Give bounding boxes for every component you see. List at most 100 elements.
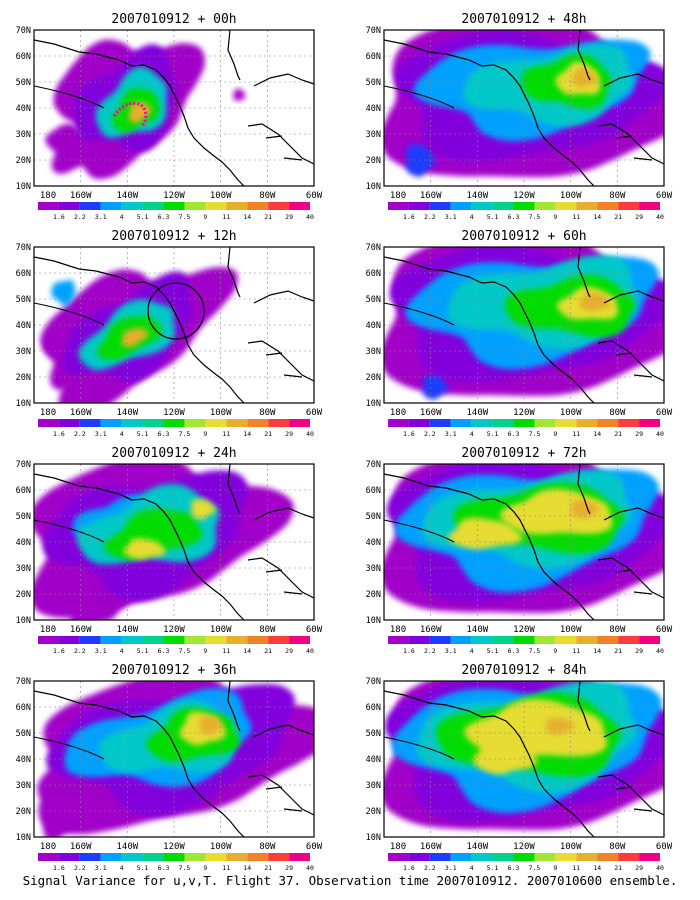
colorbar-label: 29: [285, 864, 293, 870]
y-tick-label: 40N: [16, 104, 31, 114]
colorbar-label: 21: [614, 430, 622, 438]
colorbar-label: 1.6: [53, 647, 65, 655]
colorbar-swatch: [247, 636, 269, 644]
coastline: [383, 736, 455, 760]
colorbar-swatch: [163, 419, 185, 427]
colorbar-label: 4: [470, 430, 474, 438]
contour-fill: [232, 88, 246, 102]
map-frame: [383, 29, 665, 187]
y-tick-label: 50N: [16, 295, 31, 305]
contour-fill: [571, 500, 601, 519]
colorbar-label: 1.6: [403, 430, 415, 438]
colorbar-swatch: [639, 419, 660, 427]
y-tick-label: 10N: [366, 616, 381, 626]
y-tick-label: 30N: [16, 347, 31, 357]
x-tick-label: 60W: [306, 408, 323, 418]
colorbar: 1.6 2.2 3.1 4 5.1 6.3 7.5 9 11 14 21 29 40: [38, 853, 314, 870]
x-tick-label: 160W: [420, 625, 442, 635]
map-frame: [33, 463, 315, 621]
colorbar: 1.6 2.2 3.1 4 5.1 6.3 7.5 9 11 14 21 29 40: [38, 636, 314, 655]
x-tick-label: 120W: [513, 842, 535, 852]
colorbar-swatch: [247, 202, 269, 210]
colorbar-label: 29: [635, 864, 643, 870]
colorbar-swatch: [268, 202, 290, 210]
y-tick-label: 60N: [16, 703, 31, 713]
colorbar-label: 2.2: [74, 213, 86, 221]
variance-field: [384, 30, 664, 178]
coastline: [383, 85, 455, 109]
colorbar-label: 6.3: [158, 864, 170, 870]
y-tick-label: 10N: [16, 182, 31, 192]
y-tick-label: 30N: [366, 564, 381, 574]
colorbar-label: 7.5: [529, 647, 541, 655]
flight-track: [112, 101, 148, 128]
coastline: [33, 519, 105, 543]
y-tick-label: 20N: [366, 590, 381, 600]
colorbar-label: 5.1: [487, 213, 499, 221]
colorbar-swatch: [597, 636, 619, 644]
y-tick-label: 20N: [16, 590, 31, 600]
colorbar-swatch: [121, 202, 143, 210]
x-tick-label: 160W: [420, 408, 442, 418]
colorbar-label: 7.5: [529, 864, 541, 870]
colorbar-swatch: [184, 853, 206, 861]
colorbar-label: 2.2: [74, 430, 86, 438]
colorbar-swatch: [492, 202, 514, 210]
y-tick-label: 40N: [366, 538, 381, 548]
colorbar-label: 11: [572, 213, 580, 221]
colorbar-label: 9: [553, 430, 557, 438]
colorbar-swatch: [388, 853, 409, 861]
panel-title: 2007010912 + 84h: [461, 663, 586, 678]
figure-canvas: 2007010912 + 00h 70N 60N 50N 40N 30N 20N 10N 180…: [16, 12, 673, 870]
colorbar-swatch: [58, 419, 80, 427]
x-tick-label: 180: [390, 191, 406, 201]
y-tick-label: 50N: [16, 729, 31, 739]
colorbar-swatch: [408, 202, 430, 210]
x-tick-label: 60W: [656, 842, 673, 852]
colorbar-label: 5.1: [487, 647, 499, 655]
x-tick-label: 80W: [259, 408, 276, 418]
y-tick-label: 70N: [366, 460, 381, 470]
colorbar-label: 2.2: [74, 647, 86, 655]
variance-field: [45, 39, 246, 180]
colorbar-swatch: [639, 853, 660, 861]
y-tick-label: 30N: [366, 347, 381, 357]
y-tick-label: 20N: [16, 373, 31, 383]
contour-fill: [190, 499, 216, 520]
panel-title: 2007010912 + 12h: [111, 229, 236, 244]
colorbar-swatch: [492, 853, 514, 861]
colorbar-swatch: [576, 419, 598, 427]
colorbar-label: 14: [593, 430, 601, 438]
y-tick-label: 70N: [16, 677, 31, 687]
x-tick-label: 140W: [466, 191, 488, 201]
y-tick-label: 60N: [16, 486, 31, 496]
colorbar-label: 6.3: [508, 864, 520, 870]
colorbar-label: 29: [635, 213, 643, 221]
coastline: [383, 680, 665, 838]
colorbar-label: 40: [306, 864, 314, 870]
x-tick-label: 80W: [609, 625, 626, 635]
panel-title: 2007010912 + 72h: [461, 446, 586, 461]
colorbar-swatch: [38, 853, 59, 861]
colorbar-label: 7.5: [529, 213, 541, 221]
y-tick-label: 10N: [366, 182, 381, 192]
contour-fill: [448, 517, 523, 550]
x-tick-label: 140W: [466, 625, 488, 635]
colorbar-label: 7.5: [179, 647, 191, 655]
colorbar-swatch: [597, 202, 619, 210]
colorbar-label: 4: [470, 864, 474, 870]
colorbar-label: 11: [222, 864, 230, 870]
colorbar-swatch: [205, 636, 227, 644]
x-tick-label: 80W: [609, 191, 626, 201]
colorbar-swatch: [450, 853, 472, 861]
colorbar-label: 3.1: [95, 647, 107, 655]
colorbar-swatch: [142, 202, 164, 210]
coastline: [383, 302, 455, 326]
x-tick-label: 140W: [116, 191, 138, 201]
colorbar: 1.6 2.2 3.1 4 5.1 6.3 7.5 9 11 14 21 29 40: [388, 636, 664, 655]
colorbar: 1.6 2.2 3.1 4 5.1 6.3 7.5 9 11 14 21 29 40: [38, 202, 314, 221]
x-tick-label: 100W: [210, 408, 232, 418]
map-panel-36h: 2007010912 + 36h 70N 60N 50N 40N 30N 20N 10N 180…: [16, 663, 323, 870]
y-tick-label: 70N: [366, 26, 381, 36]
coastline: [33, 29, 315, 187]
